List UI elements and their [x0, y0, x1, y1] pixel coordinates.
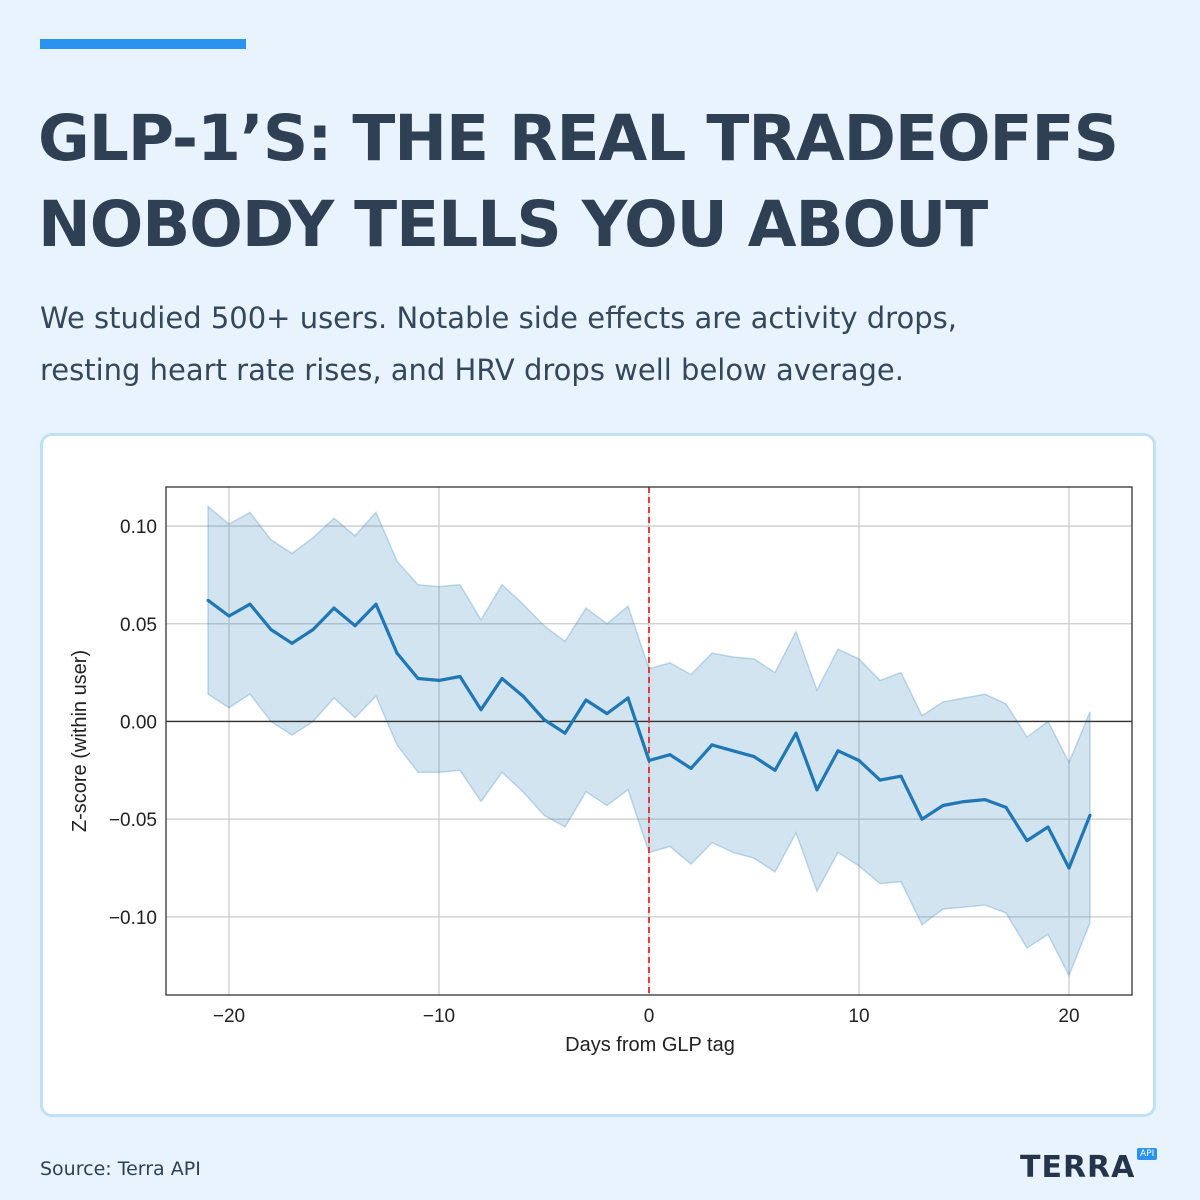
data-point: [689, 766, 693, 770]
data-point: [773, 768, 777, 772]
accent-bar: [40, 39, 246, 49]
data-point: [1046, 825, 1050, 829]
data-point: [920, 817, 924, 821]
title-line-2: NOBODY TELLS YOU ABOUT: [38, 188, 988, 261]
x-tick-label: −10: [423, 1006, 455, 1027]
data-point: [962, 800, 966, 804]
y-tick-label: −0.05: [109, 810, 157, 831]
data-point: [899, 774, 903, 778]
reference-lines: [166, 487, 1132, 995]
logo-badge: API: [1137, 1148, 1158, 1160]
data-point: [647, 759, 651, 763]
data-point: [353, 624, 357, 628]
logo-wordmark: TERRA: [1020, 1150, 1136, 1185]
y-tick-label: −0.10: [109, 908, 157, 929]
terra-logo[interactable]: TERRA API: [1020, 1148, 1160, 1188]
y-tick-label: 0.05: [120, 615, 157, 636]
data-point: [1088, 813, 1092, 817]
data-point: [1025, 839, 1029, 843]
data-point: [794, 731, 798, 735]
data-point: [248, 602, 252, 606]
data-point: [857, 759, 861, 763]
data-point: [836, 749, 840, 753]
data-point: [542, 718, 546, 722]
data-point: [479, 708, 483, 712]
data-point: [521, 694, 525, 698]
data-point: [1004, 805, 1008, 809]
series-line-group: [206, 598, 1092, 870]
data-point: [332, 606, 336, 610]
data-point: [605, 712, 609, 716]
data-point: [983, 798, 987, 802]
x-tick-label: −20: [213, 1006, 245, 1027]
page-title: GLP-1’S: THE REAL TRADEOFFS NOBODY TELLS…: [38, 96, 1168, 268]
tick-labels: −20 −10 0 10 20 0.10 0.05 0.00 −0.05 −0.10: [109, 517, 1080, 1027]
data-point: [1067, 866, 1071, 870]
data-point: [878, 778, 882, 782]
source-note: Source: Terra API: [40, 1158, 201, 1180]
data-point: [437, 678, 441, 682]
data-point: [206, 598, 210, 602]
subtitle-line-2: resting heart rate rises, and HRV drops …: [40, 353, 904, 387]
y-axis-label: Z-score (within user): [69, 650, 91, 832]
plot-border: [165, 486, 1133, 996]
data-point: [563, 731, 567, 735]
data-point: [374, 602, 378, 606]
x-tick-label: 0: [644, 1006, 655, 1027]
data-point: [710, 743, 714, 747]
y-tick-label: 0.00: [120, 712, 157, 733]
y-tick-label: 0.10: [120, 517, 157, 538]
x-tick-label: 20: [1058, 1006, 1079, 1027]
data-point: [416, 676, 420, 680]
axis-labels: Days from GLP tag Z-score (within user): [69, 650, 735, 1056]
page-subtitle: We studied 500+ users. Notable side effe…: [40, 292, 1170, 396]
data-point: [290, 641, 294, 645]
plot-frame: [165, 486, 1133, 996]
data-point: [752, 755, 756, 759]
data-point: [941, 803, 945, 807]
data-point: [227, 614, 231, 618]
data-point: [815, 788, 819, 792]
data-point: [395, 651, 399, 655]
title-line-1: GLP-1’S: THE REAL TRADEOFFS: [38, 102, 1119, 175]
subtitle-line-1: We studied 500+ users. Notable side effe…: [40, 301, 957, 335]
data-point: [269, 628, 273, 632]
data-point: [500, 676, 504, 680]
x-tick-label: 10: [848, 1006, 869, 1027]
chart-card: −20 −10 0 10 20 0.10 0.05 0.00 −0.05 −0.10 Days f…: [40, 433, 1156, 1117]
x-axis-label: Days from GLP tag: [565, 1034, 735, 1056]
data-point: [626, 696, 630, 700]
data-point: [311, 628, 315, 632]
data-point: [584, 698, 588, 702]
data-point: [668, 753, 672, 757]
data-point: [458, 675, 462, 679]
data-point: [731, 749, 735, 753]
